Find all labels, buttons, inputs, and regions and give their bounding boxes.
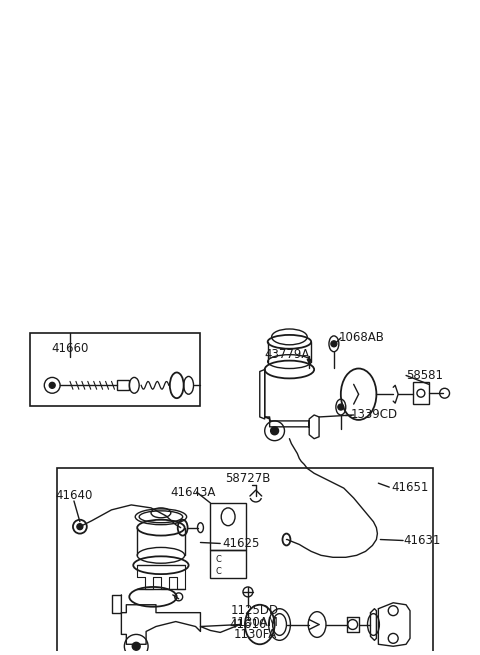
Text: 41651: 41651 [391, 481, 429, 494]
Text: 41643A: 41643A [171, 485, 216, 498]
Text: 58727B: 58727B [225, 472, 271, 485]
Circle shape [77, 524, 83, 530]
Bar [30, 333, 201, 406]
Text: 1125DD: 1125DD [231, 604, 279, 617]
Circle shape [338, 404, 344, 410]
Text: 43779A: 43779A [264, 348, 310, 361]
Bar [118, 381, 129, 390]
Text: 41660: 41660 [51, 343, 89, 355]
Circle shape [331, 341, 337, 346]
Text: 58581: 58581 [406, 369, 443, 382]
Text: 41610: 41610 [229, 618, 266, 631]
Text: 1068AB: 1068AB [339, 331, 384, 345]
Bar [413, 383, 429, 404]
Bar [210, 503, 246, 550]
Text: 1339CD: 1339CD [351, 409, 398, 421]
Text: 1130AM: 1130AM [231, 616, 279, 629]
Circle shape [49, 383, 55, 388]
Bar [57, 468, 433, 655]
Text: 1130FA: 1130FA [233, 628, 276, 641]
Bar [210, 550, 246, 578]
Text: C: C [216, 555, 221, 564]
Circle shape [132, 643, 140, 650]
Text: 41625: 41625 [222, 537, 260, 550]
Circle shape [271, 427, 278, 435]
Text: C: C [216, 567, 221, 576]
Text: 41631: 41631 [403, 534, 441, 547]
Text: 41640: 41640 [55, 489, 93, 502]
